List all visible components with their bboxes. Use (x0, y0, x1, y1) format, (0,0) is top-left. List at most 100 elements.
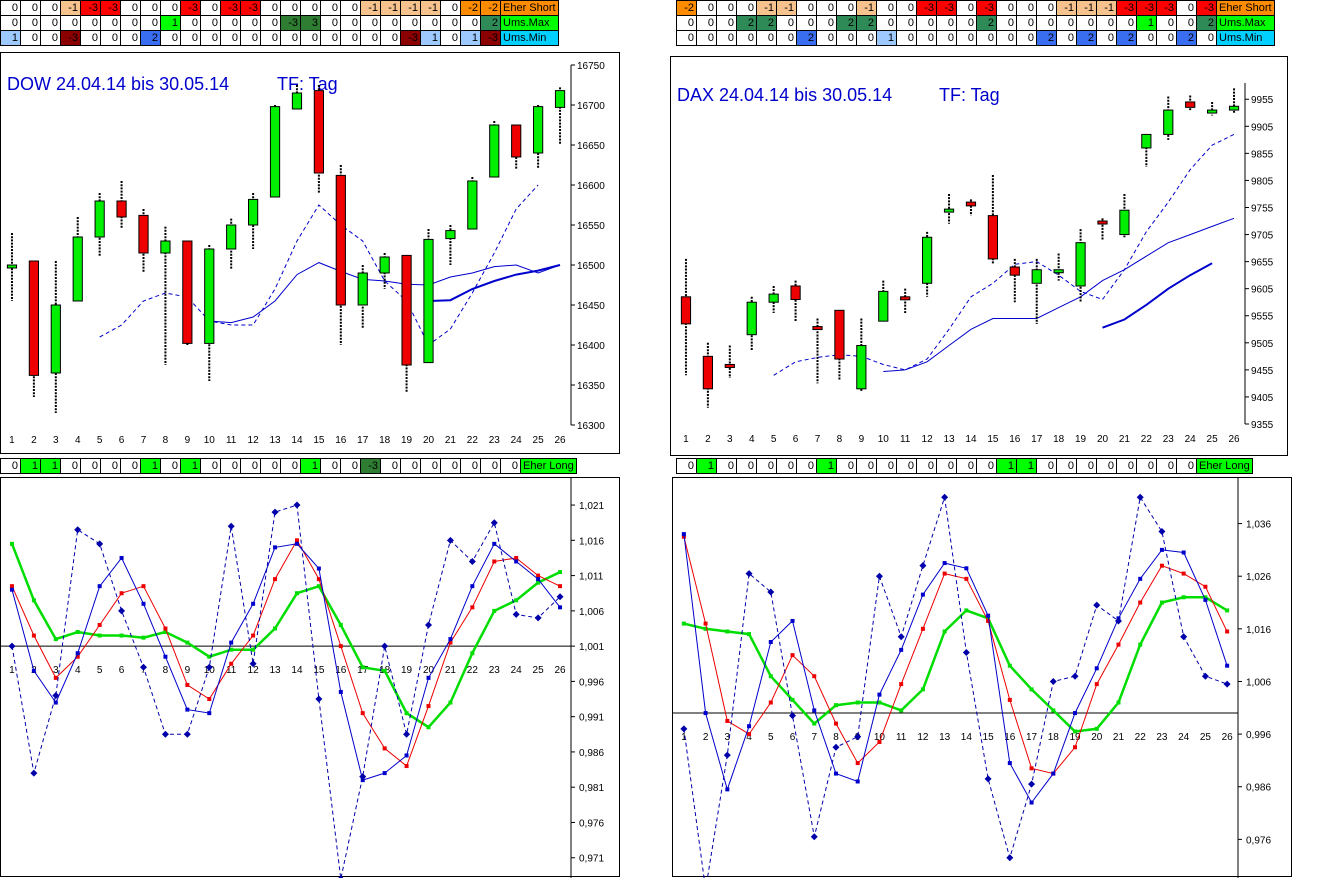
signal-cell: 0 (1056, 458, 1077, 474)
y-tick-label: 9955 (1251, 95, 1274, 106)
x-tick-label: 10 (878, 434, 890, 445)
signal-cell: 0 (80, 30, 101, 46)
data-point (161, 730, 169, 738)
moving-average-line (773, 133, 1235, 376)
signal-cell: 0 (756, 458, 777, 474)
x-tick-label: 7 (141, 665, 147, 676)
signal-cell: -3 (400, 30, 421, 46)
signal-cell: 0 (816, 0, 837, 16)
signal-cell: 0 (1056, 30, 1077, 46)
dax-candle-chart: 9355 9405 9455 9505 9555 9605 9655 9705 9755 9805… (670, 56, 1288, 456)
data-point (97, 633, 102, 638)
signal-label: Eher Long (520, 458, 577, 474)
data-point (514, 559, 519, 564)
data-point (382, 668, 387, 673)
signal-cell: 2 (756, 15, 777, 31)
data-point (920, 687, 925, 692)
data-point (1181, 550, 1186, 555)
signal-cell: 0 (1176, 0, 1197, 16)
data-point (514, 555, 519, 560)
data-point (703, 621, 708, 626)
signal-cell: 0 (936, 15, 957, 31)
data-point (1116, 642, 1121, 647)
data-point (53, 700, 58, 705)
x-tick-label: 26 (1228, 434, 1240, 445)
data-point (381, 642, 389, 650)
signal-cell: 0 (716, 15, 737, 31)
data-point (1029, 800, 1034, 805)
signal-cell: 0 (140, 0, 161, 16)
signal-cell: 0 (1036, 458, 1057, 474)
signal-cell: 0 (1156, 15, 1177, 31)
signal-cell: 0 (200, 30, 221, 46)
candle-body (291, 92, 303, 110)
signal-cell: 0 (1036, 15, 1057, 31)
data-point (1159, 600, 1164, 605)
signal-cell: -1 (420, 0, 441, 16)
data-point (468, 557, 476, 565)
signal-cell: -3 (1156, 0, 1177, 16)
data-point (273, 577, 278, 582)
signal-cell: 0 (796, 0, 817, 16)
signal-cell: 0 (440, 0, 461, 16)
signal-cell: -1 (60, 0, 81, 16)
x-tick-label: 21 (1113, 732, 1125, 743)
data-point (1159, 563, 1164, 568)
signal-cell: 0 (856, 458, 877, 474)
signal-cell: 0 (1076, 458, 1097, 474)
x-tick-label: 25 (1200, 732, 1212, 743)
data-point (1159, 547, 1164, 552)
dax-signal-table: -2 0 0 0 -1 -1 0 0 0 -1 0 0 -3 -3 0 -3 0 0 0 -1 -1 -1 -3 -3 -3 0-… (676, 0, 1275, 46)
y-tick-label: 16500 (577, 261, 605, 272)
data-point (854, 733, 862, 741)
signal-label: Eher Short (500, 0, 559, 16)
candle-body (182, 240, 193, 344)
candle-body (812, 326, 823, 331)
signal-cell: 0 (956, 458, 977, 474)
data-point (1136, 493, 1144, 501)
signal-cell: 0 (40, 0, 61, 16)
y-tick-label: 0,986 (1246, 783, 1271, 794)
data-point (141, 584, 146, 589)
signal-cell: 2 (1196, 15, 1217, 31)
signal-cell: 1 (300, 458, 321, 474)
data-point (185, 640, 190, 645)
signal-cell: 0 (120, 30, 141, 46)
signal-cell: 0 (956, 30, 977, 46)
signal-cell: -3 (1116, 0, 1137, 16)
row-ums-min: 0 0 0 0 0 0 2 0 0 0 1 0 0 0 0 0 0 0 2 0 2 0 2 0 0 2 0 Ums.Min (676, 30, 1275, 46)
candle-body (489, 124, 500, 178)
candle-body (511, 124, 522, 158)
signal-cell: 0 (260, 30, 281, 46)
data-point (207, 711, 212, 716)
x-tick-label: 1 (681, 732, 687, 743)
y-tick-label: 9905 (1251, 122, 1274, 133)
data-point (1114, 617, 1122, 625)
signal-cell: 1 (816, 458, 837, 474)
signal-cell: 0 (736, 0, 757, 16)
candle-body (1141, 133, 1152, 149)
signal-cell: 0 (20, 30, 41, 46)
signal-cell: 0 (936, 30, 957, 46)
candle-body (335, 174, 346, 306)
candle-body (445, 230, 456, 240)
x-tick-label: 23 (1156, 732, 1168, 743)
x-tick-label: 16 (335, 665, 347, 676)
signal-cell: 0 (300, 30, 321, 46)
data-point (984, 775, 992, 783)
signal-cell: 0 (40, 30, 61, 46)
signal-cell: 1 (180, 458, 201, 474)
y-tick-label: 0,971 (579, 854, 604, 865)
signal-cell: 0 (876, 0, 897, 16)
data-point (163, 630, 168, 635)
signal-cell: 0 (320, 15, 341, 31)
signal-cell: 0 (716, 0, 737, 16)
signal-cell: 2 (1116, 30, 1137, 46)
signal-cell: 0 (836, 0, 857, 16)
y-tick-label: 1,016 (1246, 625, 1271, 636)
data-point (426, 675, 431, 680)
data-point (1158, 527, 1166, 535)
y-tick-label: 9705 (1251, 231, 1274, 242)
y-tick-label: 0,996 (579, 677, 604, 688)
data-point (1049, 677, 1057, 685)
